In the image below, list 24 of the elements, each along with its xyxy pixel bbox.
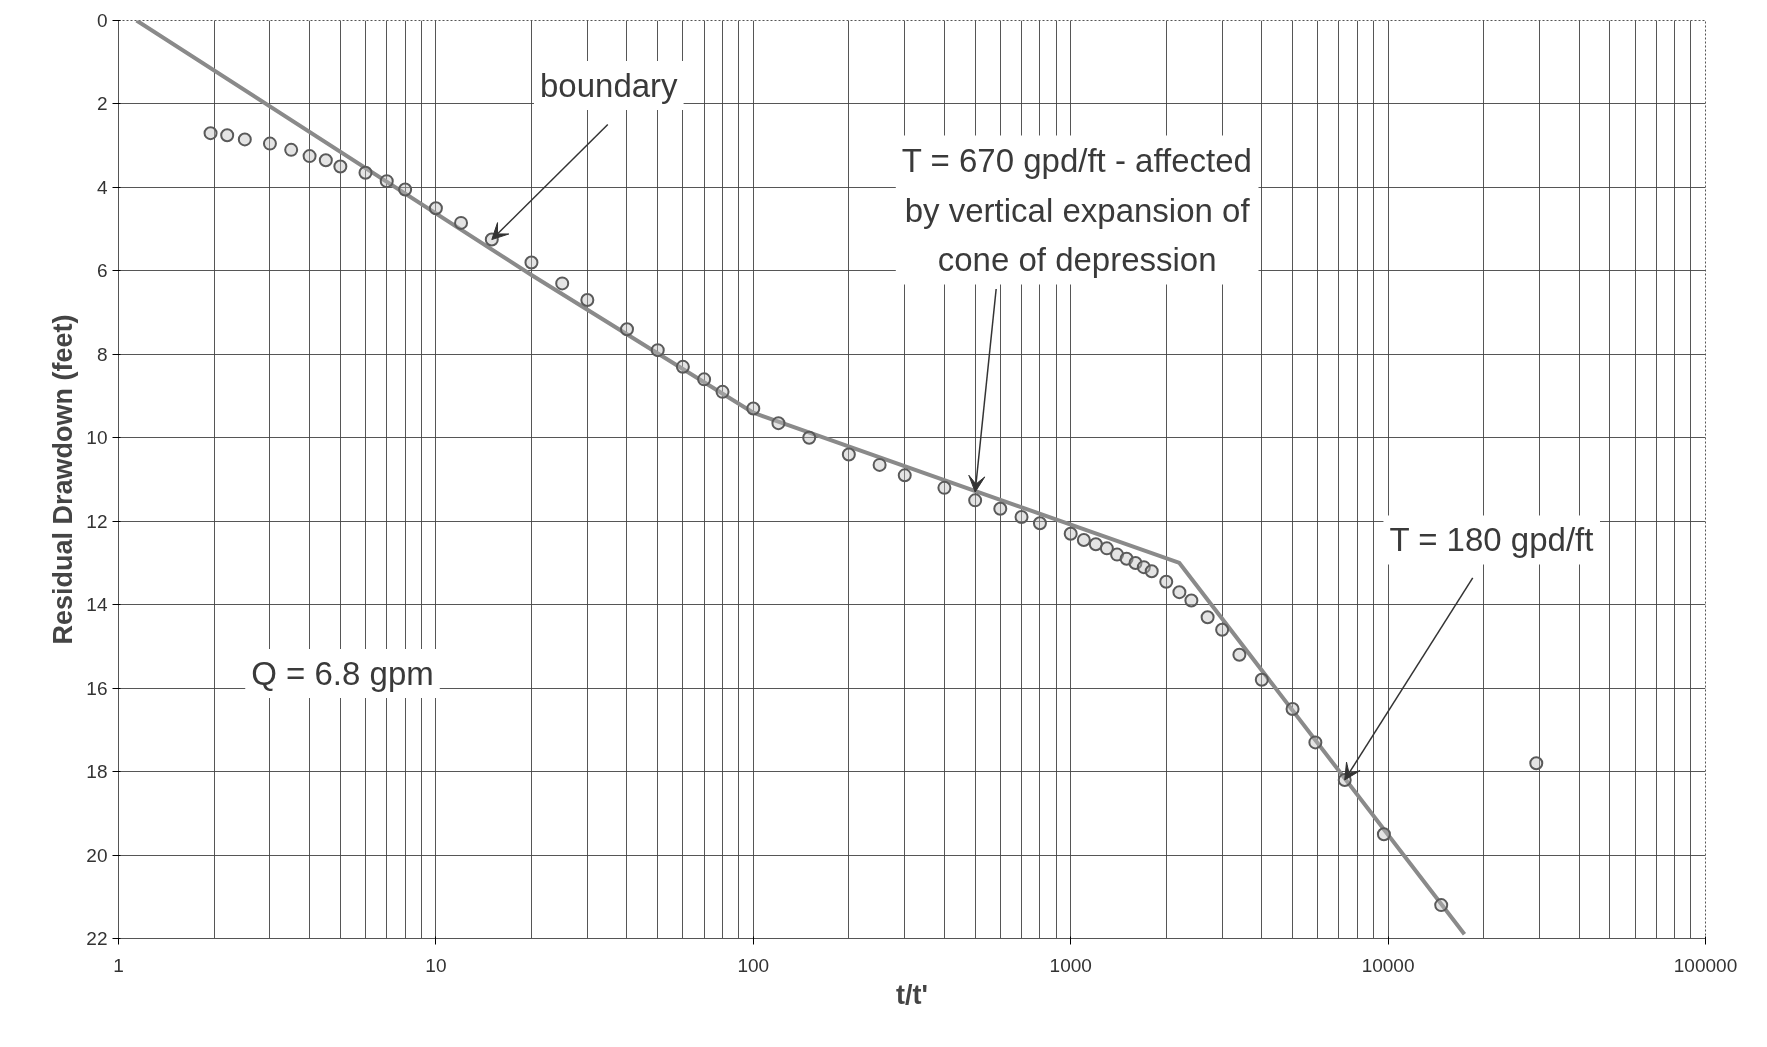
- annotation: Q = 6.8 gpm: [251, 655, 434, 692]
- y-tick-label: 16: [86, 677, 108, 699]
- y-axis-title: Residual Drawdown (feet): [48, 314, 79, 645]
- y-tick-label: 18: [86, 761, 108, 783]
- x-tick-label: 100000: [1673, 954, 1738, 976]
- x-tick-label: 100: [737, 954, 770, 976]
- annotation: T = 670 gpd/ft - affected by vertical expansion of cone of depression: [901, 141, 1252, 279]
- y-tick-label: 20: [86, 844, 108, 866]
- annotation: boundary: [539, 67, 679, 105]
- y-tick-label: 12: [86, 510, 108, 532]
- y-tick-label: 8: [96, 343, 108, 365]
- x-tick-label: 10000: [1361, 954, 1415, 976]
- x-tick-label: 10: [425, 954, 447, 976]
- x-axis-title: t/t': [896, 979, 928, 1010]
- y-tick-label: 4: [96, 176, 108, 198]
- y-tick-label: 22: [86, 928, 108, 949]
- annotation: T = 180 gpd/ft: [1389, 521, 1594, 559]
- x-tick-label: 1000: [1049, 954, 1092, 976]
- y-tick-label: 0: [96, 10, 108, 31]
- x-tick-label: 1: [113, 954, 124, 976]
- y-tick-label: 14: [86, 594, 108, 616]
- y-tick-label: 6: [96, 260, 108, 282]
- y-tick-label: 10: [86, 427, 108, 449]
- y-tick-label: 2: [96, 93, 108, 115]
